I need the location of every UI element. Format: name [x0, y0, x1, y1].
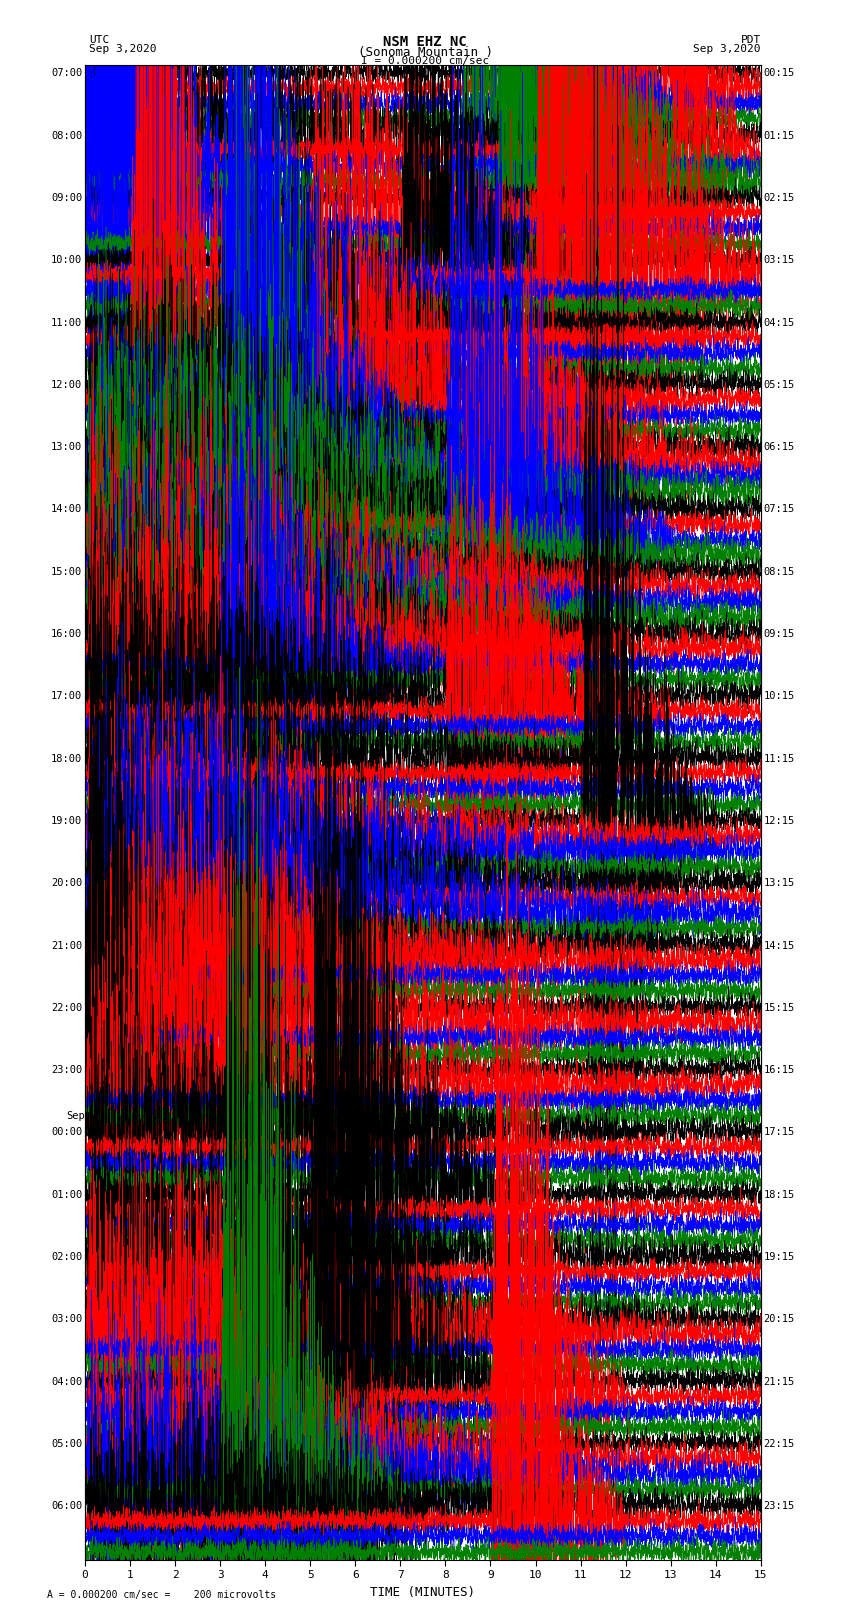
Text: PDT: PDT: [740, 35, 761, 45]
Text: (Sonoma Mountain ): (Sonoma Mountain ): [358, 45, 492, 60]
Text: Sep 3,2020: Sep 3,2020: [694, 44, 761, 55]
Text: Sep: Sep: [66, 1111, 85, 1121]
Text: A = 0.000200 cm/sec =    200 microvolts: A = 0.000200 cm/sec = 200 microvolts: [47, 1590, 276, 1600]
Text: UTC: UTC: [89, 35, 110, 45]
Text: NSM EHZ NC: NSM EHZ NC: [383, 35, 467, 48]
X-axis label: TIME (MINUTES): TIME (MINUTES): [371, 1586, 475, 1598]
Text: I = 0.000200 cm/sec: I = 0.000200 cm/sec: [361, 56, 489, 66]
Text: Sep 3,2020: Sep 3,2020: [89, 44, 156, 55]
